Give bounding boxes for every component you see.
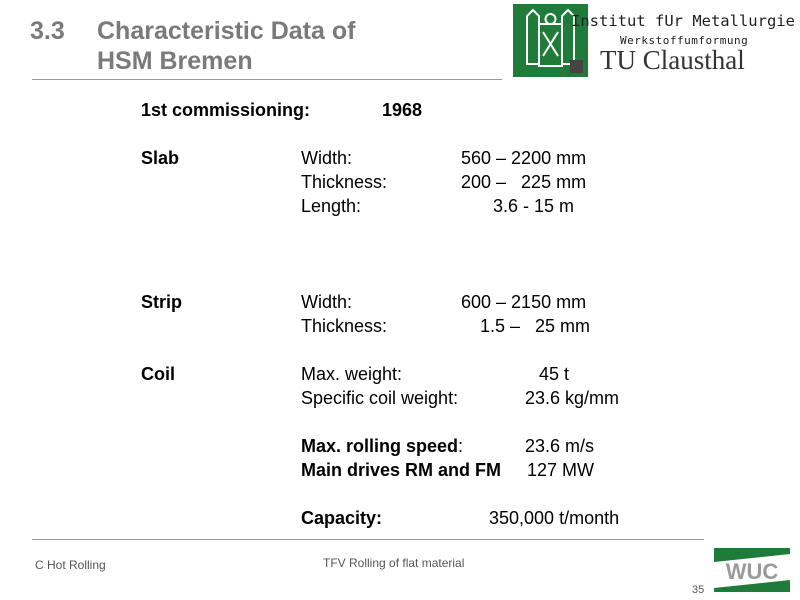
institute-name: Institut fUr Metallurgie: [571, 12, 795, 30]
title-line-1: Characteristic Data of: [97, 17, 356, 45]
main-drives-label: Main drives RM and FM: [301, 460, 502, 480]
footer-chapter: C Hot Rolling: [35, 558, 106, 572]
wuc-logo: WUC: [712, 544, 792, 594]
footer-divider: [32, 539, 704, 540]
header-divider: [32, 79, 502, 80]
section-number: 3.3: [30, 17, 65, 45]
page-number: 35: [692, 584, 705, 596]
max-rolling-speed-row: Max. rolling speed:: [301, 435, 463, 457]
capacity-value: 350,000 t/month: [489, 508, 620, 528]
commissioning-value: 1968: [382, 100, 423, 120]
coil-specific-weight-value: 23.6 kg/mm: [525, 388, 620, 408]
logo-square: [570, 60, 583, 73]
strip-thickness-value: 1.5 – 25 mm: [480, 316, 591, 336]
strip-label: Strip: [141, 292, 183, 312]
coil-max-weight-label: Max. weight:: [301, 364, 403, 384]
max-rolling-speed-colon: :: [458, 436, 464, 456]
strip-width-label: Width:: [301, 292, 353, 312]
wuc-logo-text: WUC: [726, 559, 779, 584]
capacity-label: Capacity:: [301, 508, 383, 528]
institute-department: Werkstoffumformung: [620, 34, 749, 47]
main-drives-value: 127 MW: [527, 460, 595, 480]
slab-length-value: 3.6 - 15 m: [493, 196, 575, 216]
slab-thickness-value: 200 – 225 mm: [461, 172, 587, 192]
university-name: TU Clausthal: [600, 45, 745, 75]
title-line-2: HSM Bremen: [97, 47, 253, 75]
strip-thickness-label: Thickness:: [301, 316, 388, 336]
max-rolling-speed-value: 23.6 m/s: [525, 436, 595, 456]
slab-length-label: Length:: [301, 196, 362, 216]
slab-width-label: Width:: [301, 148, 353, 168]
max-rolling-speed-label: Max. rolling speed: [301, 436, 459, 456]
slab-thickness-label: Thickness:: [301, 172, 388, 192]
footer-course: TFV Rolling of flat material: [323, 556, 465, 570]
coil-label: Coil: [141, 364, 175, 384]
slab-width-value: 560 – 2200 mm: [461, 148, 587, 168]
slab-label: Slab: [141, 148, 180, 168]
commissioning-label: 1st commissioning:: [141, 100, 311, 120]
coil-specific-weight-label: Specific coil weight:: [301, 388, 459, 408]
coil-max-weight-value: 45 t: [539, 364, 570, 384]
strip-width-value: 600 – 2150 mm: [461, 292, 587, 312]
